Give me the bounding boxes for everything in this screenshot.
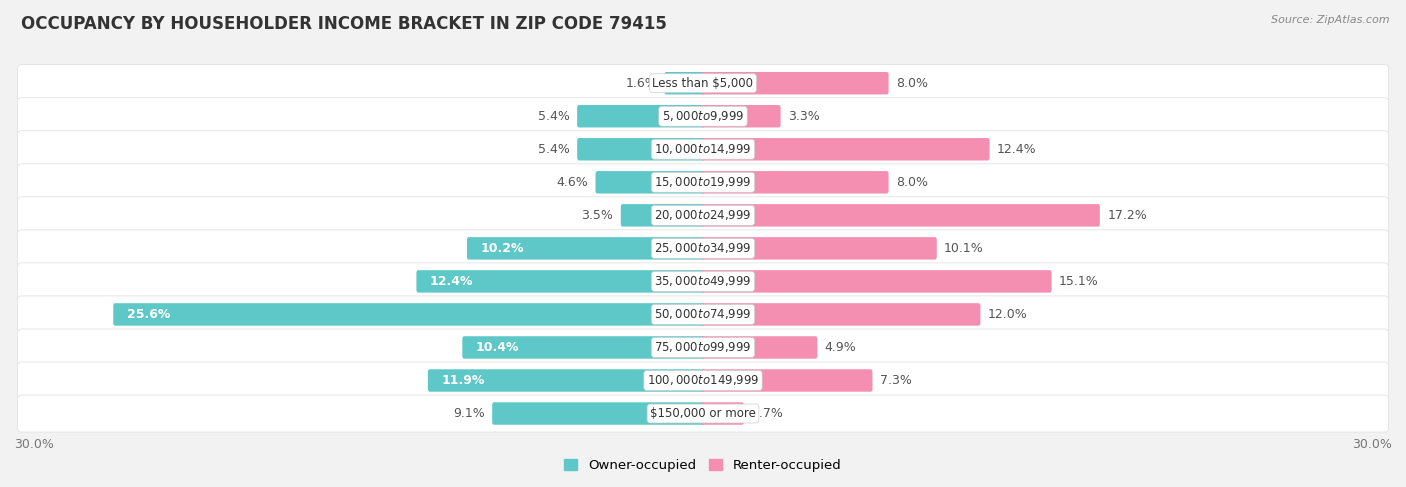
FancyBboxPatch shape [702, 72, 889, 94]
FancyBboxPatch shape [467, 237, 704, 260]
FancyBboxPatch shape [702, 402, 744, 425]
Text: 9.1%: 9.1% [453, 407, 485, 420]
FancyBboxPatch shape [621, 204, 704, 226]
FancyBboxPatch shape [702, 336, 817, 359]
FancyBboxPatch shape [17, 395, 1389, 432]
Legend: Owner-occupied, Renter-occupied: Owner-occupied, Renter-occupied [560, 454, 846, 477]
Text: 10.1%: 10.1% [945, 242, 984, 255]
Text: $150,000 or more: $150,000 or more [650, 407, 756, 420]
Text: 30.0%: 30.0% [14, 438, 53, 451]
FancyBboxPatch shape [702, 138, 990, 161]
Text: 7.3%: 7.3% [880, 374, 911, 387]
Text: OCCUPANCY BY HOUSEHOLDER INCOME BRACKET IN ZIP CODE 79415: OCCUPANCY BY HOUSEHOLDER INCOME BRACKET … [21, 15, 666, 33]
Text: $10,000 to $14,999: $10,000 to $14,999 [654, 142, 752, 156]
Text: $35,000 to $49,999: $35,000 to $49,999 [654, 274, 752, 288]
Text: 30.0%: 30.0% [1353, 438, 1392, 451]
Text: 4.9%: 4.9% [825, 341, 856, 354]
Text: 5.4%: 5.4% [538, 110, 569, 123]
Text: 17.2%: 17.2% [1107, 209, 1147, 222]
Text: $100,000 to $149,999: $100,000 to $149,999 [647, 374, 759, 388]
FancyBboxPatch shape [576, 138, 704, 161]
FancyBboxPatch shape [17, 230, 1389, 267]
FancyBboxPatch shape [416, 270, 704, 293]
FancyBboxPatch shape [596, 171, 704, 193]
Text: 12.0%: 12.0% [988, 308, 1028, 321]
Text: 8.0%: 8.0% [896, 176, 928, 189]
FancyBboxPatch shape [114, 303, 704, 326]
FancyBboxPatch shape [492, 402, 704, 425]
FancyBboxPatch shape [17, 65, 1389, 102]
Text: $50,000 to $74,999: $50,000 to $74,999 [654, 307, 752, 321]
FancyBboxPatch shape [702, 303, 980, 326]
FancyBboxPatch shape [427, 369, 704, 392]
Text: 10.2%: 10.2% [481, 242, 524, 255]
FancyBboxPatch shape [576, 105, 704, 128]
Text: Less than $5,000: Less than $5,000 [652, 77, 754, 90]
Text: Source: ZipAtlas.com: Source: ZipAtlas.com [1271, 15, 1389, 25]
FancyBboxPatch shape [702, 171, 889, 193]
Text: 11.9%: 11.9% [441, 374, 485, 387]
Text: 3.5%: 3.5% [582, 209, 613, 222]
Text: 1.6%: 1.6% [626, 77, 657, 90]
FancyBboxPatch shape [17, 263, 1389, 300]
FancyBboxPatch shape [17, 197, 1389, 234]
Text: 12.4%: 12.4% [997, 143, 1036, 156]
Text: 4.6%: 4.6% [557, 176, 588, 189]
FancyBboxPatch shape [702, 237, 936, 260]
Text: 1.7%: 1.7% [751, 407, 783, 420]
Text: 8.0%: 8.0% [896, 77, 928, 90]
Text: 10.4%: 10.4% [475, 341, 519, 354]
Text: 3.3%: 3.3% [787, 110, 820, 123]
Text: 25.6%: 25.6% [127, 308, 170, 321]
Text: 5.4%: 5.4% [538, 143, 569, 156]
Text: $5,000 to $9,999: $5,000 to $9,999 [662, 109, 744, 123]
Text: $25,000 to $34,999: $25,000 to $34,999 [654, 242, 752, 255]
FancyBboxPatch shape [17, 164, 1389, 201]
FancyBboxPatch shape [17, 296, 1389, 333]
FancyBboxPatch shape [463, 336, 704, 359]
FancyBboxPatch shape [702, 369, 873, 392]
FancyBboxPatch shape [17, 131, 1389, 168]
FancyBboxPatch shape [17, 329, 1389, 366]
Text: $15,000 to $19,999: $15,000 to $19,999 [654, 175, 752, 189]
FancyBboxPatch shape [665, 72, 704, 94]
Text: $20,000 to $24,999: $20,000 to $24,999 [654, 208, 752, 223]
FancyBboxPatch shape [702, 204, 1099, 226]
Text: 12.4%: 12.4% [430, 275, 474, 288]
FancyBboxPatch shape [17, 362, 1389, 399]
FancyBboxPatch shape [17, 98, 1389, 135]
FancyBboxPatch shape [702, 270, 1052, 293]
Text: $75,000 to $99,999: $75,000 to $99,999 [654, 340, 752, 355]
Text: 15.1%: 15.1% [1059, 275, 1098, 288]
FancyBboxPatch shape [702, 105, 780, 128]
